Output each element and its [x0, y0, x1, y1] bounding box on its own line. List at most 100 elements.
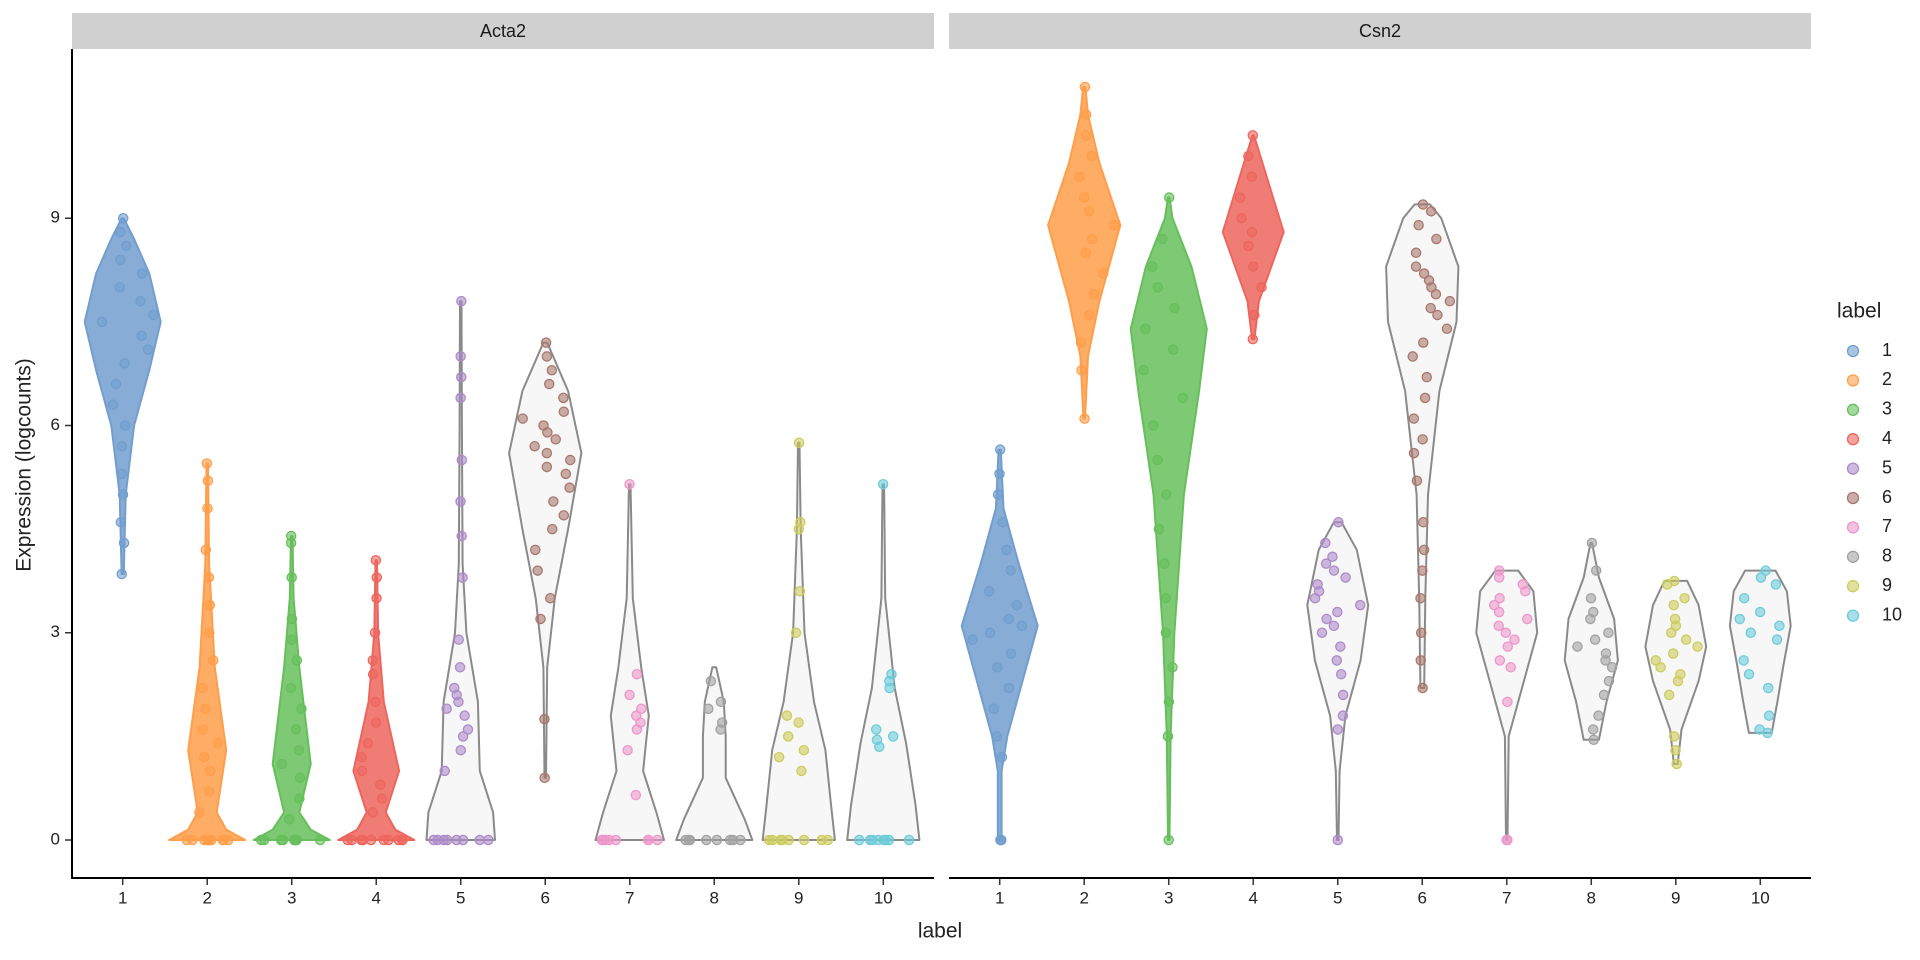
point	[716, 717, 728, 728]
point	[816, 834, 827, 846]
point	[1003, 613, 1015, 625]
point	[369, 627, 381, 639]
point	[1138, 364, 1149, 376]
point	[793, 437, 805, 449]
point	[624, 689, 635, 701]
point	[558, 406, 570, 417]
point	[116, 440, 128, 452]
violin	[846, 483, 921, 841]
y-axis-title: Expression (logcounts)	[13, 358, 36, 572]
point	[1587, 724, 1599, 735]
point	[1246, 226, 1258, 238]
point	[453, 634, 465, 645]
x-tick-label: 2	[202, 888, 211, 907]
point	[286, 572, 297, 583]
legend-swatch	[1846, 462, 1860, 475]
point	[1413, 219, 1424, 231]
point	[1411, 475, 1423, 487]
point	[1074, 171, 1085, 183]
legend-text: 10	[1882, 604, 1902, 624]
point	[1415, 655, 1426, 666]
point	[1335, 668, 1347, 680]
point	[1408, 413, 1420, 424]
point	[529, 440, 540, 452]
point	[197, 682, 208, 694]
point	[565, 454, 576, 466]
x-axis-title: label	[918, 920, 962, 943]
point	[294, 793, 305, 804]
point	[1668, 731, 1680, 742]
point	[1247, 333, 1259, 345]
point	[1502, 641, 1513, 652]
point	[991, 731, 1002, 742]
point	[115, 516, 127, 528]
point	[114, 282, 126, 293]
point	[454, 662, 466, 673]
point	[877, 478, 889, 490]
point	[1417, 565, 1428, 576]
point	[455, 744, 466, 756]
point	[117, 489, 129, 500]
point	[1153, 523, 1165, 535]
point	[1177, 392, 1189, 404]
point	[136, 268, 148, 279]
point	[202, 503, 213, 514]
point	[456, 454, 468, 466]
point	[1600, 648, 1612, 659]
legend-swatch	[1846, 550, 1860, 563]
point	[1743, 668, 1755, 680]
point	[996, 751, 1008, 763]
strip	[949, 13, 1811, 49]
point	[790, 627, 802, 639]
point	[886, 668, 897, 680]
point	[1417, 682, 1428, 694]
x-tick-label: 1	[118, 888, 127, 907]
point	[1754, 724, 1765, 735]
point	[967, 634, 978, 645]
point	[546, 364, 558, 376]
point	[204, 599, 216, 611]
point	[1418, 516, 1429, 528]
point	[1163, 192, 1175, 203]
point	[1340, 572, 1351, 583]
point	[992, 489, 1004, 500]
point	[1086, 150, 1097, 162]
point	[457, 572, 468, 583]
point	[680, 834, 691, 846]
point	[1425, 302, 1436, 314]
point	[439, 765, 450, 777]
y-tick-label: 0	[51, 829, 60, 848]
point	[119, 358, 130, 369]
point	[218, 834, 229, 846]
point	[1331, 655, 1343, 666]
point	[457, 731, 469, 742]
point	[1734, 613, 1746, 625]
x-tick-label: 7	[625, 888, 634, 907]
point	[1005, 648, 1017, 659]
violin	[761, 441, 836, 841]
strip-text: Csn2	[1359, 21, 1401, 41]
legend-text: 8	[1882, 546, 1892, 566]
point	[1328, 620, 1340, 632]
point	[517, 413, 528, 424]
point	[984, 627, 996, 639]
point	[1108, 219, 1120, 231]
point	[794, 586, 806, 597]
point	[1501, 834, 1512, 846]
point	[187, 834, 198, 846]
point	[1147, 261, 1158, 272]
point	[1320, 558, 1332, 569]
point	[1493, 565, 1505, 576]
point	[1593, 710, 1604, 721]
point	[1675, 668, 1686, 680]
point	[622, 744, 633, 756]
x-tick-label: 5	[456, 888, 465, 907]
point	[393, 834, 404, 846]
point	[370, 717, 382, 728]
point	[116, 568, 127, 580]
point	[1016, 620, 1028, 632]
point	[296, 703, 307, 714]
point	[1444, 295, 1456, 307]
point	[441, 703, 452, 714]
point	[1083, 309, 1095, 321]
